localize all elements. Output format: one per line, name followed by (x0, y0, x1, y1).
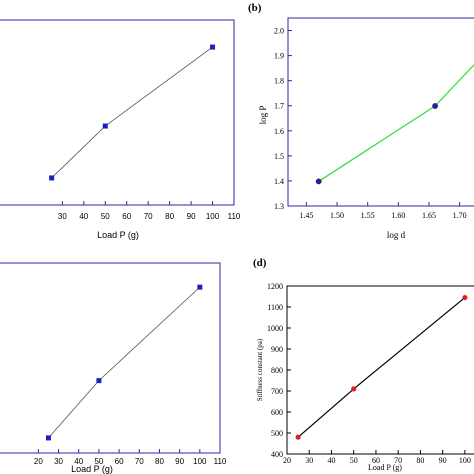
panel-a-xtick-label: 80 (165, 212, 174, 221)
panel-d-ylabel: Stiffness constant (pa) (256, 338, 264, 401)
panel-b-xtick-label: 1.45 (299, 211, 313, 220)
panel-b: (b) 1.3 1.4 1.5 1.6 1.7 1.8 1.9 2.0 1.45 1.50 1.5… (248, 2, 474, 240)
panel-a: 30 40 50 60 70 80 90 100 110 Load P (g) (0, 19, 241, 240)
panel-c-line (48, 286, 201, 439)
panel-c-series-line (48, 286, 201, 439)
panel-a-xtick-label: 100 (206, 212, 220, 221)
panel-a-xtick-label: 90 (187, 212, 196, 221)
panel-d-xtick-label: 40 (327, 456, 335, 465)
panel-d-ytick-label: 1000 (267, 324, 283, 333)
panel-a-series-line (51, 46, 213, 179)
panel-b-xtick-label: 1.60 (391, 211, 405, 220)
panel-b-yticks: 1.3 1.4 1.5 1.6 1.7 1.8 1.9 2.0 (274, 27, 292, 211)
panel-d-ytick-label: 900 (271, 345, 283, 354)
panel-c-xlabel: Load P (g) (71, 464, 113, 474)
panel-a-point (210, 44, 216, 50)
panel-a-line (51, 46, 213, 179)
panel-b-xtick-label: 1.70 (453, 211, 467, 220)
panel-c-point (45, 435, 51, 441)
panel-b-ytick-label: 1.4 (274, 177, 284, 186)
panel-b-xtick-label: 1.65 (422, 211, 436, 220)
panel-c-frame (0, 262, 221, 454)
panel-a-xticks: 30 40 50 60 70 80 90 100 110 (58, 201, 241, 221)
panel-b-ytick-label: 1.6 (274, 127, 284, 136)
panel-c-xticks: 20 30 40 50 60 70 80 90 100 110 (34, 449, 227, 466)
panel-c-xtick-label: 20 (34, 457, 43, 466)
panel-d-point (462, 294, 468, 301)
panel-d-xtick-label: 60 (372, 456, 380, 465)
panel-b-ytick-label: 1.9 (274, 52, 284, 61)
panel-d-xtick-label: 20 (283, 456, 291, 465)
panel-d-ytick-label: 1200 (267, 282, 283, 291)
panel-b-series-line (318, 63, 474, 182)
panel-a-xtick-label: 50 (101, 212, 110, 221)
panel-c-xtick-label: 80 (155, 457, 164, 466)
panel-b-ytick-label: 1.7 (274, 102, 284, 111)
panel-b-point (315, 178, 322, 185)
panel-d-ytick-label: 800 (271, 366, 283, 375)
panel-c-markers (45, 284, 203, 441)
panel-c: 20 30 40 50 60 70 80 90 100 110 Load P (g) (0, 262, 227, 474)
panel-a-xtick-label: 60 (122, 212, 131, 221)
panel-d-yticks: 400 500 600 700 800 900 1000 1100 1200 (267, 282, 291, 459)
panel-d-line (297, 297, 466, 438)
panel-d-ytick-label: 500 (271, 429, 283, 438)
panel-a-xtick-label: 30 (58, 212, 67, 221)
panel-d-ytick-label: 400 (271, 450, 283, 459)
panel-b-ytick-label: 1.8 (274, 77, 284, 86)
panel-c-xtick-label: 90 (175, 457, 184, 466)
panel-b-letter: (b) (248, 2, 262, 14)
panel-a-frame (0, 19, 235, 206)
panel-b-line (318, 63, 474, 182)
panel-c-xtick-label: 110 (214, 457, 227, 466)
panel-b-xticks: 1.45 1.50 1.55 1.60 1.65 1.70 (299, 202, 467, 220)
panel-d-xtick-label: 70 (394, 456, 402, 465)
panel-a-xtick-label: 40 (79, 212, 88, 221)
panel-b-markers (315, 103, 438, 185)
panel-c-point (96, 378, 102, 384)
panel-a-markers (49, 44, 216, 181)
panel-c-xtick-label: 50 (94, 457, 103, 466)
panel-d-frame (286, 285, 474, 455)
panel-d-xtick-label: 30 (305, 456, 313, 465)
panel-d-ytick-label: 1100 (267, 303, 283, 312)
panel-c-xtick-label: 100 (193, 457, 207, 466)
panel-a-xtick-label: 70 (144, 212, 153, 221)
panel-d-letter: (d) (253, 257, 267, 269)
panel-c-point (197, 284, 203, 290)
panel-b-ytick-label: 1.5 (274, 152, 284, 161)
panel-d-xtick-label: 50 (350, 456, 358, 465)
panel-d-xlabel: Load P (g) (368, 463, 402, 472)
panel-b-ylabel: log P (258, 106, 268, 125)
panel-b-point (432, 103, 438, 109)
panel-b-ytick-label: 1.3 (274, 202, 284, 211)
panel-d-xtick-label: 80 (416, 456, 424, 465)
panel-b-ytick-label: 2.0 (274, 27, 284, 36)
panel-c-xtick-label: 40 (74, 457, 83, 466)
panel-d: (d) 400 500 600 700 800 900 1000 1100 1200 20 30 4… (253, 257, 474, 472)
panel-a-point (49, 175, 55, 181)
panel-b-frame (287, 17, 474, 207)
panel-c-xtick-label: 30 (54, 457, 63, 466)
panel-d-ytick-label: 600 (271, 408, 283, 417)
panel-b-xtick-label: 1.55 (361, 211, 375, 220)
panel-d-xticks: 20 30 40 50 60 70 80 90 100 (283, 450, 471, 465)
panel-a-xtick-label: 110 (228, 212, 241, 221)
panel-b-xtick-label: 1.50 (330, 211, 344, 220)
panel-a-xlabel: Load P (g) (97, 230, 139, 240)
panel-d-xtick-label: 90 (439, 456, 447, 465)
panel-d-series-line (297, 297, 466, 438)
panel-d-markers (295, 294, 468, 440)
panel-c-xtick-label: 70 (135, 457, 144, 466)
panel-c-xtick-label: 60 (115, 457, 124, 466)
panel-d-point (295, 434, 301, 440)
panel-a-point (102, 123, 108, 129)
panel-d-ytick-label: 700 (271, 387, 283, 396)
panel-b-xlabel: log d (387, 230, 406, 240)
panel-d-xtick-label: 100 (459, 456, 471, 465)
panel-d-point (351, 386, 357, 392)
